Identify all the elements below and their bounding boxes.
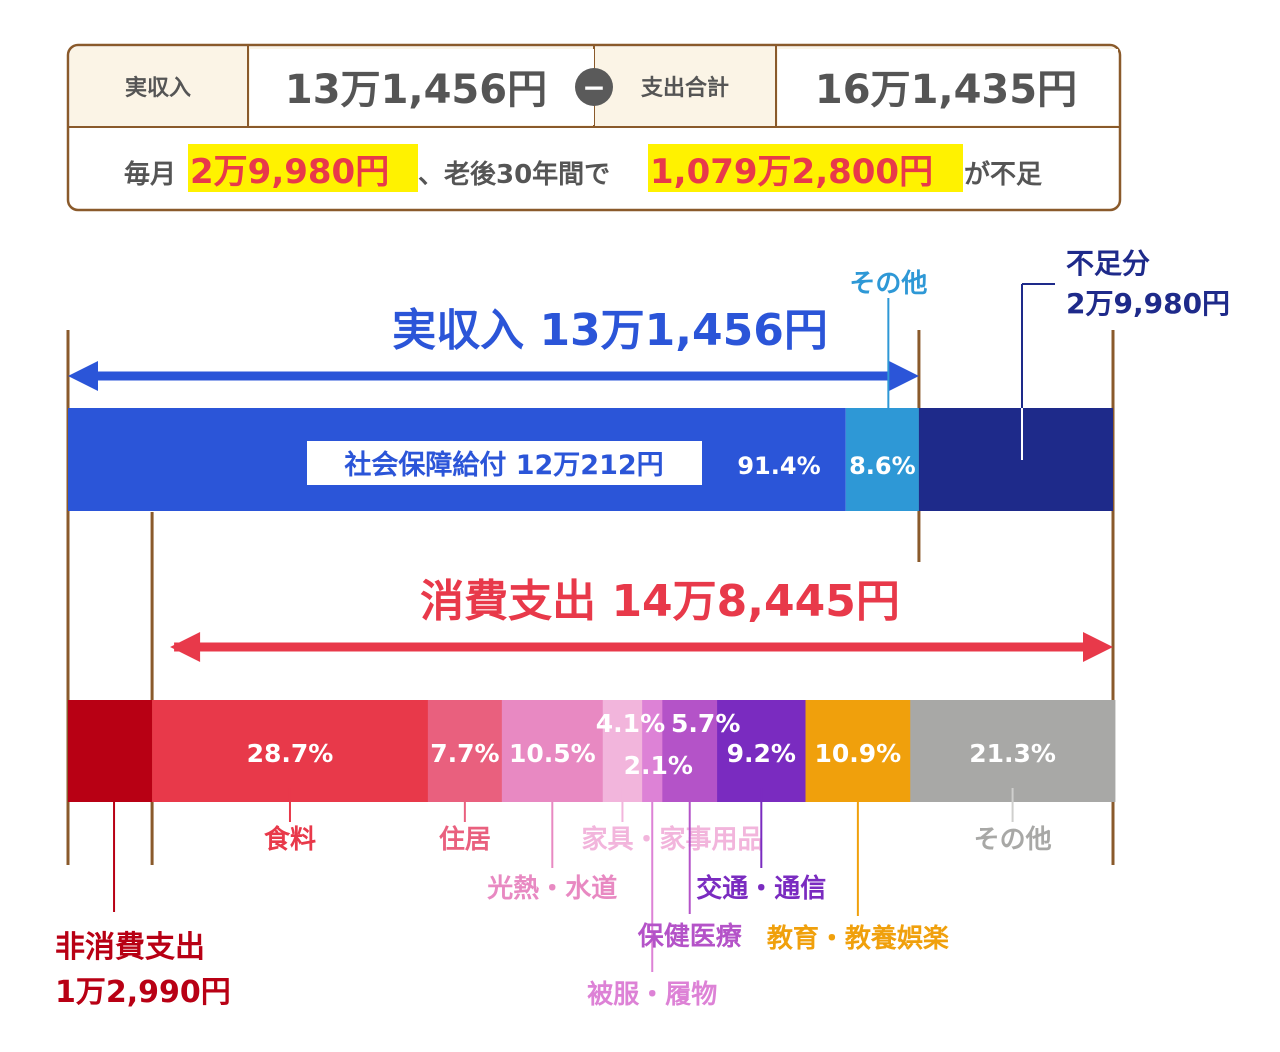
non-consumption-label: 非消費支出 [55, 930, 205, 965]
expense-segment-bar [602, 700, 643, 802]
income-value-cell [250, 49, 594, 125]
income-segment-pct: 91.4% [737, 452, 820, 480]
income-value: 13万1,456円 [285, 67, 547, 113]
expense-value: 16万1,435円 [815, 67, 1077, 113]
expense-value-cell [778, 49, 1118, 125]
total-highlight [648, 144, 963, 192]
expense-segment-pct: 7.7% [430, 739, 499, 768]
expense-segment-pct: 10.5% [509, 739, 596, 768]
shortfall-value: 2万9,980円 [1066, 287, 1230, 320]
shortfall-segment-bar [918, 408, 1113, 511]
income-segment-bar [845, 408, 919, 511]
expense-segment-pct: 10.9% [815, 739, 902, 768]
income-label: 実収入 [125, 75, 191, 101]
expense-bar-title: 消費支出 14万8,445円 [420, 576, 900, 627]
expense-segment-pct: 2.1% [624, 751, 693, 780]
expense-segment-pct: 9.2% [727, 739, 796, 768]
minus-sign: − [582, 71, 605, 104]
non-consumption-segment-bar [68, 700, 153, 802]
non-consumption-value: 1万2,990円 [55, 975, 231, 1010]
income-segment-label-box [307, 441, 702, 485]
expense-label: 支出合計 [641, 75, 729, 101]
expense-segment-bar [717, 700, 807, 802]
monthly-highlight [188, 144, 418, 192]
shortfall-suffix: が不足 [964, 159, 1042, 190]
expense-category-label: 家具・家事用品 [581, 824, 763, 855]
income-segment-label: 社会保障給付 12万212円 [344, 449, 663, 481]
expense-segment-bar [152, 700, 429, 802]
expense-category-label: 教育・教養娯楽 [767, 923, 950, 954]
minus-circle-icon [575, 68, 613, 106]
expense-segment-pct: 4.1% [596, 709, 665, 738]
shortfall-sentence: 毎月 2万9,980円 、老後30年間で 1,079万2,800円 が不足 [124, 152, 1042, 192]
summary-table: 実収入 13万1,456円 − 支出合計 16万1,435円 毎月 2万9,98… [66, 43, 1122, 212]
expense-category-label: 光熱・水道 [486, 873, 617, 904]
expense-arrow-head-right [1083, 632, 1113, 662]
expense-arrow-head-left [170, 632, 201, 662]
expense-category-label: 食料 [264, 824, 316, 855]
expense-segment-pct: 5.7% [671, 709, 740, 738]
expense-category-label: 住居 [439, 824, 491, 855]
income-segment-pct: 8.6% [849, 452, 916, 480]
shortfall-monthly: 2万9,980円 [190, 152, 389, 192]
expense-segment-pct: 21.3% [969, 739, 1056, 768]
shortfall-total: 1,079万2,800円 [650, 152, 933, 192]
expense-category-label: 被服・履物 [587, 980, 717, 1010]
income-other-label: その他 [849, 269, 927, 299]
expense-segment-pct: 28.7% [247, 739, 334, 768]
expense-segment-bar [805, 700, 911, 802]
expense-segment-bar [501, 700, 604, 802]
expense-segment-bar [427, 700, 503, 802]
expense-category-label: 交通・通信 [696, 873, 826, 904]
shortfall-prefix: 毎月 [124, 160, 176, 190]
expense-segment-bar [910, 700, 1116, 802]
expense-category-label: 保健医療 [637, 922, 743, 952]
expense-segment-bar [642, 700, 663, 802]
income-bar-title: 実収入 13万1,456円 [392, 305, 828, 356]
expense-category-label: その他 [974, 825, 1052, 855]
shortfall-middle: 、老後30年間で [418, 159, 610, 190]
income-arrow-head-left [68, 361, 98, 391]
expense-segment-bar [662, 700, 718, 802]
shortfall-label: 不足分 [1066, 247, 1150, 280]
income-arrow-head-right [888, 361, 919, 391]
